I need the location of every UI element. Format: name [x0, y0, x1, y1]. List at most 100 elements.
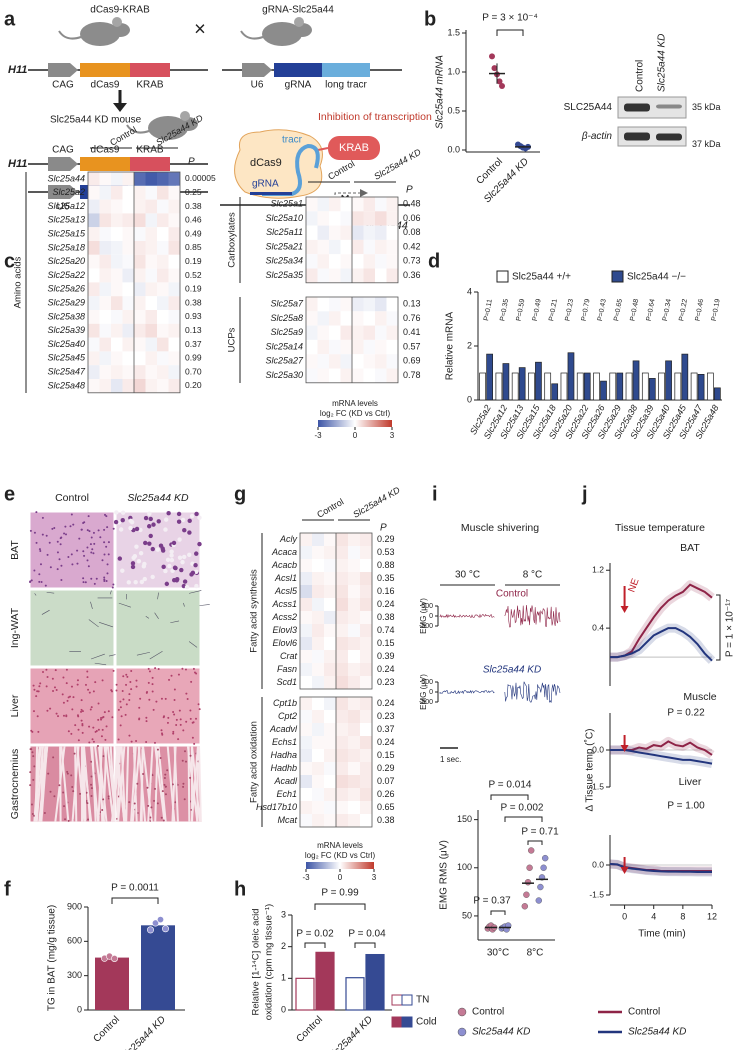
gene-name: Slc25a1 — [270, 199, 303, 209]
p-value: 0.39 — [377, 651, 395, 661]
tissue-texture — [194, 551, 199, 556]
label: P=0.49 — [532, 298, 543, 321]
tissue-texture — [187, 552, 192, 558]
label: P=0.65 — [613, 298, 624, 321]
label: KRAB — [339, 142, 369, 154]
tissue-texture — [33, 688, 36, 691]
bracket — [111, 897, 159, 904]
tissue-texture — [199, 604, 210, 606]
heat-cell — [134, 379, 146, 393]
tissue-texture — [91, 738, 94, 741]
tissue-texture — [171, 783, 174, 786]
label: 3 — [372, 873, 377, 882]
heat-cell — [88, 351, 100, 366]
heat-cell — [324, 559, 336, 572]
tissue-texture — [99, 536, 102, 539]
heat-cell — [145, 351, 157, 366]
tissue-texture — [92, 552, 95, 555]
bar — [535, 361, 542, 401]
tissue-texture — [177, 738, 180, 741]
tissue-texture — [122, 675, 125, 678]
tissue-texture — [161, 732, 164, 735]
label: P = 0.014 — [489, 780, 532, 791]
heat-cell — [88, 227, 100, 241]
heat-cell — [336, 585, 348, 598]
heat-cell — [317, 325, 329, 340]
heat-cell — [329, 297, 341, 312]
tissue-texture — [90, 551, 93, 554]
tissue-texture — [101, 716, 104, 719]
data-point — [147, 926, 155, 934]
label: P=0.11 — [483, 299, 494, 322]
rna-loop — [262, 143, 320, 196]
tissue-texture — [173, 745, 179, 823]
bar — [479, 372, 486, 401]
tissue-texture — [82, 581, 85, 584]
tissue-texture — [141, 564, 147, 569]
heat-cell — [122, 351, 134, 366]
gene-name: Hsd17b10 — [256, 802, 297, 812]
tissue-texture — [32, 778, 35, 781]
tissue-texture — [112, 583, 115, 586]
heat-cell — [336, 637, 348, 650]
tissue-texture — [101, 559, 104, 562]
heat-cell — [134, 365, 146, 379]
heat-cell — [168, 172, 180, 186]
gene-name: Slc25a15 — [47, 228, 86, 238]
tissue-texture — [97, 529, 100, 532]
legend-swatch — [391, 1016, 403, 1028]
label: × — [194, 18, 206, 40]
heat-cell — [99, 199, 111, 214]
p-value: 0.24 — [377, 737, 395, 747]
promoter — [242, 63, 272, 77]
tissue-texture — [63, 532, 66, 535]
p-value: 0.53 — [377, 547, 395, 557]
panel-label: f — [4, 878, 11, 900]
tissue-texture — [104, 513, 107, 516]
heat-cell — [317, 297, 329, 312]
gene-name: Cpt1b — [273, 698, 297, 708]
label: CAG — [52, 80, 74, 91]
heat-cell — [157, 241, 169, 255]
p-value: 0.99 — [185, 353, 202, 363]
panel-label: g — [234, 483, 246, 505]
label: Slc25a44 KD — [326, 1014, 375, 1050]
tissue-texture — [60, 564, 63, 567]
gene-name: Crat — [280, 651, 298, 661]
data-point — [523, 891, 530, 898]
y-tick-label: 3 — [281, 909, 286, 919]
data-point — [499, 83, 505, 90]
tissue-texture — [115, 689, 118, 692]
tissue-texture — [121, 690, 124, 693]
label: P = 0.04 — [348, 929, 386, 940]
bar — [551, 383, 559, 401]
heat-cell — [324, 762, 336, 775]
heat-cell — [340, 239, 352, 255]
heat-cell — [300, 650, 312, 663]
bar — [365, 953, 385, 1011]
tissue-texture — [64, 818, 67, 821]
bar — [658, 372, 665, 401]
heat-cell — [386, 368, 398, 383]
heat-cell — [300, 533, 312, 546]
heat-cell — [324, 533, 336, 546]
tissue-texture — [76, 714, 79, 717]
tissue-texture — [62, 676, 65, 679]
heat-cell — [324, 736, 336, 749]
ne-arrow-head — [620, 867, 629, 874]
heat-cell — [300, 598, 312, 611]
heat-cell — [336, 572, 348, 585]
heat-cell — [329, 225, 341, 240]
tissue-texture — [42, 671, 45, 674]
tissue-texture — [174, 801, 177, 804]
tissue-texture — [43, 812, 46, 815]
gene-name: Slc25a38 — [47, 311, 85, 321]
heat-cell — [99, 268, 111, 283]
tissue-texture — [33, 814, 36, 817]
tissue-texture — [135, 685, 138, 688]
label: 0 — [429, 689, 433, 696]
bar — [560, 372, 568, 401]
label: Control — [91, 1014, 122, 1045]
blot-frame — [617, 126, 687, 147]
label: Muscle shivering — [461, 522, 539, 534]
